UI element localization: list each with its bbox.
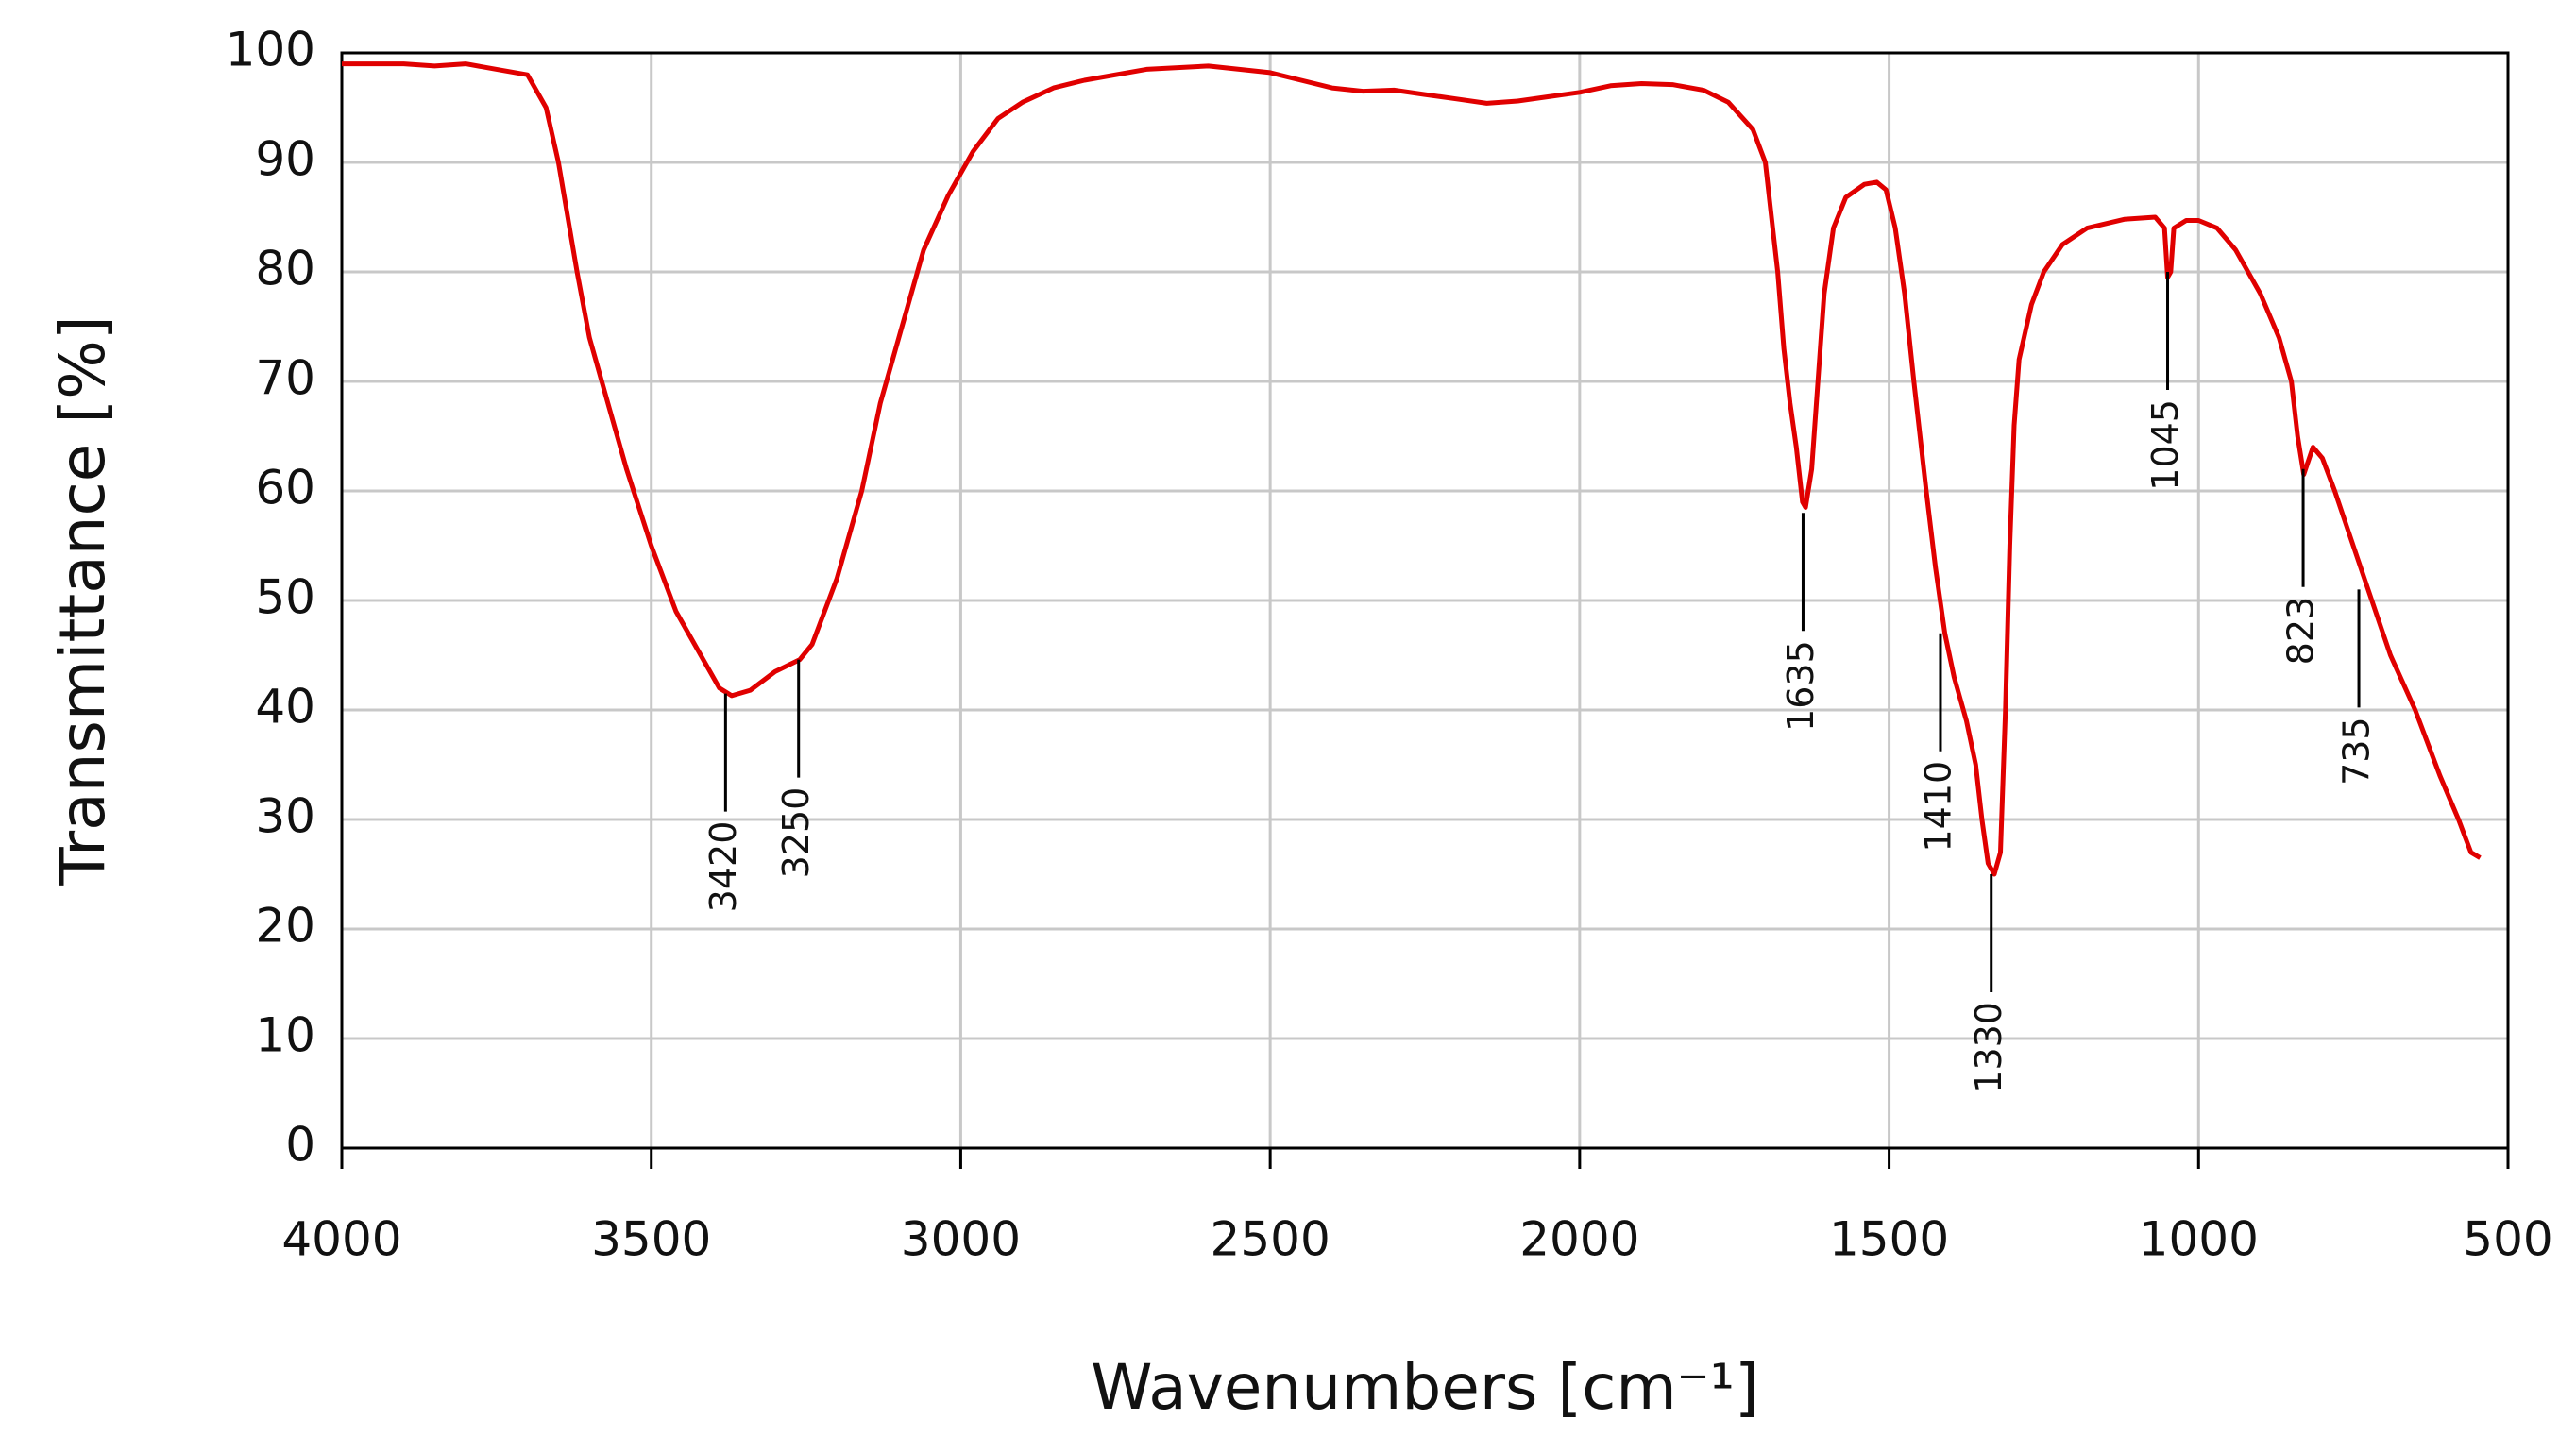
y-tick-label: 20	[255, 899, 315, 954]
peak-label: 1410	[1917, 761, 1958, 853]
y-tick-label: 40	[255, 680, 315, 735]
y-tick-label: 10	[255, 1008, 315, 1063]
x-axis-title: Wavenumbers [cm⁻¹]	[1091, 1351, 1758, 1424]
y-tick-label: 70	[255, 351, 315, 406]
y-tick-label: 100	[226, 23, 315, 77]
x-tick-label: 1500	[1829, 1212, 1949, 1267]
y-tick-label: 60	[255, 461, 315, 515]
y-tick-label: 90	[255, 132, 315, 187]
y-axis-title: Transmittance [%]	[46, 315, 119, 886]
x-tick-label: 1000	[2139, 1212, 2259, 1267]
peak-label: 3420	[703, 821, 744, 913]
spectrum-line	[342, 61, 2482, 877]
x-tick-label: 500	[2463, 1212, 2552, 1267]
peak-label: 1635	[1780, 640, 1822, 732]
y-tick-label: 30	[255, 789, 315, 844]
peak-label: 3250	[775, 787, 817, 879]
x-tick-label: 2500	[1211, 1212, 1330, 1267]
peak-label: 1330	[1968, 1002, 2009, 1093]
x-tick-label: 3500	[591, 1212, 711, 1267]
peak-label: 823	[2280, 597, 2322, 666]
x-tick-label: 3000	[901, 1212, 1021, 1267]
y-tick-label: 50	[255, 570, 315, 625]
peak-label: 735	[2336, 717, 2378, 786]
peak-label: 1045	[2144, 399, 2186, 491]
x-tick-label: 4000	[281, 1212, 401, 1267]
plot-frame	[340, 51, 2510, 1150]
x-tick-label: 2000	[1519, 1212, 1639, 1267]
y-tick-label: 80	[255, 242, 315, 296]
y-tick-label: 0	[285, 1118, 315, 1173]
